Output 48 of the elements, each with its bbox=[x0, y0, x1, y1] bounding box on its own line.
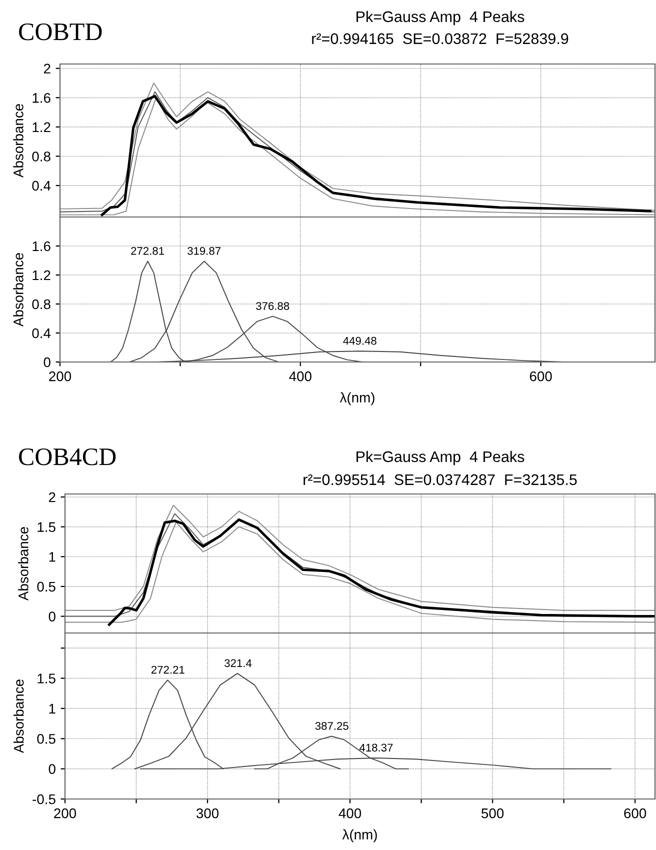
annotation: 376.88 bbox=[256, 302, 290, 310]
y-tick-label: 0.4 bbox=[32, 328, 51, 338]
x-axis-title: λ(nm) bbox=[342, 829, 377, 842]
annotation: 319.87 bbox=[188, 246, 221, 255]
y-tick-label: 0 bbox=[48, 764, 56, 774]
x-tick-label: 600 bbox=[624, 808, 646, 818]
y-tick-label: 1.5 bbox=[38, 674, 56, 684]
y-tick-label: -0.5 bbox=[32, 794, 56, 804]
annotation: 387.25 bbox=[315, 722, 348, 730]
y-axis-title: Absorbance bbox=[13, 104, 24, 178]
y-axis-title: Absorbance bbox=[13, 253, 24, 327]
x-tick-label: 300 bbox=[196, 808, 219, 818]
annotation: 272.21 bbox=[151, 666, 184, 674]
x-tick-label: 200 bbox=[54, 808, 76, 818]
x-tick-label: 600 bbox=[530, 371, 552, 382]
x-tick-label: 500 bbox=[482, 808, 504, 818]
x-axis-title: λ(nm) bbox=[340, 392, 374, 406]
y-axis-title: Absorbance bbox=[14, 680, 24, 754]
chart-subtitle: Pk=Gauss Amp 4 Peaks bbox=[356, 450, 524, 466]
y-tick-label: 1.2 bbox=[32, 122, 50, 132]
x-tick-label: 400 bbox=[289, 371, 312, 382]
y-tick-label: 1.6 bbox=[32, 93, 50, 103]
y-tick-label: 0 bbox=[48, 612, 56, 622]
y-tick-label: 0.8 bbox=[32, 299, 50, 310]
y-axis-title: Absorbance bbox=[18, 527, 28, 601]
chart-title: COBTD bbox=[19, 23, 102, 40]
chart-title: COB4CD bbox=[19, 448, 116, 466]
y-tick-label: 0.4 bbox=[32, 180, 51, 191]
y-tick-label: 0 bbox=[44, 357, 50, 368]
y-tick-label: 1.5 bbox=[38, 522, 56, 532]
x-tick-label: 200 bbox=[49, 371, 72, 382]
y-tick-label: 0.8 bbox=[32, 152, 50, 162]
y-tick-label: 1.6 bbox=[32, 241, 50, 252]
y-tick-label: 0.5 bbox=[37, 582, 56, 592]
y-tick-label: 2 bbox=[44, 64, 50, 74]
y-tick-label: 1.2 bbox=[32, 270, 50, 280]
x-tick-label: 400 bbox=[338, 808, 362, 818]
text: r²=0.994165 SE=0.03872 F=52839.9 bbox=[312, 33, 568, 44]
annotation: 321.4 bbox=[224, 659, 252, 668]
text: r²=0.995514 SE=0.0374287 F=32135.5 bbox=[304, 474, 577, 486]
chart-subtitle: Pk=Gauss Amp 4 Peaks bbox=[356, 10, 524, 26]
y-tick-label: 2 bbox=[48, 492, 56, 502]
annotation: 449.48 bbox=[343, 336, 376, 345]
y-tick-label: 0.5 bbox=[37, 734, 56, 744]
y-tick-label: 1 bbox=[49, 704, 56, 714]
annotation: 418.37 bbox=[359, 744, 393, 752]
y-tick-label: 1 bbox=[49, 552, 56, 562]
annotation: 272.81 bbox=[131, 246, 164, 255]
